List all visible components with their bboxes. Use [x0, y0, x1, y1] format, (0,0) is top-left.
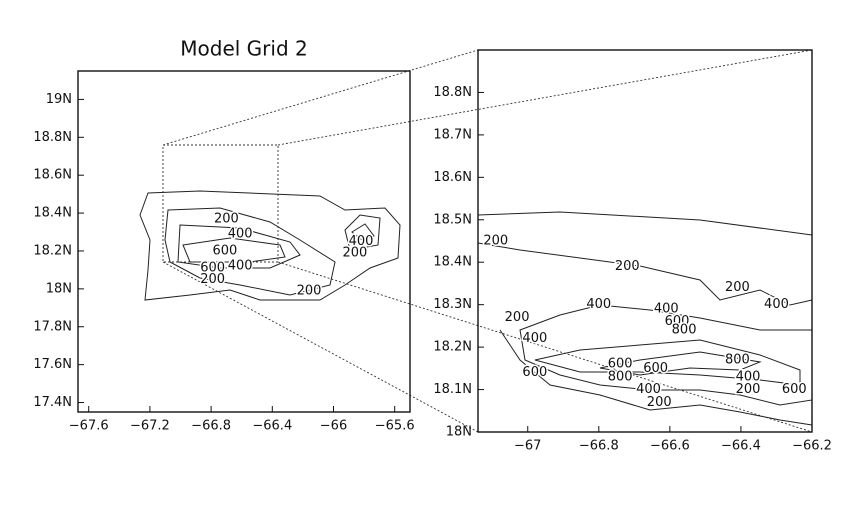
zoom-line	[277, 261, 813, 433]
contour-label: 200	[214, 211, 239, 226]
y-tick-label: 18.1N	[433, 382, 472, 397]
contour-label: 200	[725, 280, 750, 295]
x-tick-label: −66	[320, 419, 347, 434]
contour-label: 200	[647, 395, 672, 410]
contour-label: 400	[636, 382, 661, 397]
x-tick-label: −66.4	[721, 439, 761, 454]
contour-label: 400	[349, 234, 374, 249]
contour-label: 400	[764, 297, 789, 312]
contour-line	[599, 351, 762, 376]
x-tick-label: −65.6	[375, 419, 415, 434]
contour-label: 600	[522, 365, 547, 380]
x-tick-label: −67.2	[130, 419, 170, 434]
contour-label: 600	[608, 357, 633, 372]
y-tick-label: 18.2N	[33, 243, 72, 258]
y-tick-label: 18.8N	[433, 85, 472, 100]
y-tick-label: 18.7N	[433, 127, 472, 142]
contour-line	[519, 304, 813, 406]
contour-label: 600	[200, 261, 225, 276]
panel-frame	[477, 49, 813, 433]
x-tick-label: −66.4	[252, 419, 292, 434]
x-tick-label: −66.2	[792, 439, 832, 454]
panel-frame	[77, 70, 411, 413]
y-tick-label: 18.8N	[33, 130, 72, 145]
contour-line	[477, 242, 813, 306]
contour-label: 200	[343, 245, 368, 260]
contour-line	[344, 214, 381, 251]
contour-label: 600	[643, 361, 668, 376]
contour-label: 200	[297, 283, 322, 298]
contour-line	[164, 207, 336, 296]
zoom-line	[162, 49, 479, 146]
contour-label: 200	[200, 272, 225, 287]
y-tick-label: 17.6N	[33, 357, 72, 372]
y-tick-label: 18.6N	[433, 170, 472, 185]
contour-line	[534, 339, 801, 386]
zoom-guides	[162, 49, 813, 433]
y-tick-label: 18.4N	[433, 255, 472, 270]
contour-label: 200	[505, 310, 530, 325]
contour-label: 200	[483, 234, 508, 249]
contour-label: 400	[736, 369, 761, 384]
y-tick-label: 18.4N	[33, 206, 72, 221]
y-tick-label: 19N	[46, 92, 72, 107]
y-tick-label: 18.6N	[33, 168, 72, 183]
contour-label: 800	[725, 352, 750, 367]
contour-label: 400	[228, 259, 253, 274]
contour-label: 600	[212, 243, 237, 258]
y-tick-label: 18.3N	[433, 297, 472, 312]
contour-label: 600	[665, 314, 690, 329]
x-tick-label: −67.6	[69, 419, 109, 434]
contour-line	[477, 211, 813, 236]
y-tick-label: 18N	[46, 281, 72, 296]
panel-title: Model Grid 2	[180, 37, 307, 61]
contour-label: 600	[782, 382, 807, 397]
contour-label: 400	[522, 331, 547, 346]
x-tick-label: −66.6	[650, 439, 690, 454]
x-tick-label: −67	[514, 439, 541, 454]
contour-line	[351, 223, 375, 241]
x-tick-label: −66.8	[191, 419, 231, 434]
contour-label: 800	[672, 323, 697, 338]
y-tick-label: 17.8N	[33, 319, 72, 334]
contour-label: 200	[736, 382, 761, 397]
contour-label: 200	[615, 259, 640, 274]
contour-label: 800	[608, 369, 633, 384]
contour-label: 400	[228, 226, 253, 241]
zoom-box	[162, 144, 279, 263]
y-tick-label: 18.2N	[433, 340, 472, 355]
contour-label: 400	[654, 301, 679, 316]
contour-line	[139, 190, 401, 301]
zoom-line	[277, 49, 813, 146]
y-tick-label: 18.5N	[433, 212, 472, 227]
y-tick-label: 18N	[446, 425, 472, 440]
contour-line	[177, 224, 301, 269]
contour-label: 400	[586, 297, 611, 312]
y-tick-label: 17.4N	[33, 395, 72, 410]
x-tick-label: −66.8	[579, 439, 619, 454]
left-contours	[139, 190, 401, 301]
